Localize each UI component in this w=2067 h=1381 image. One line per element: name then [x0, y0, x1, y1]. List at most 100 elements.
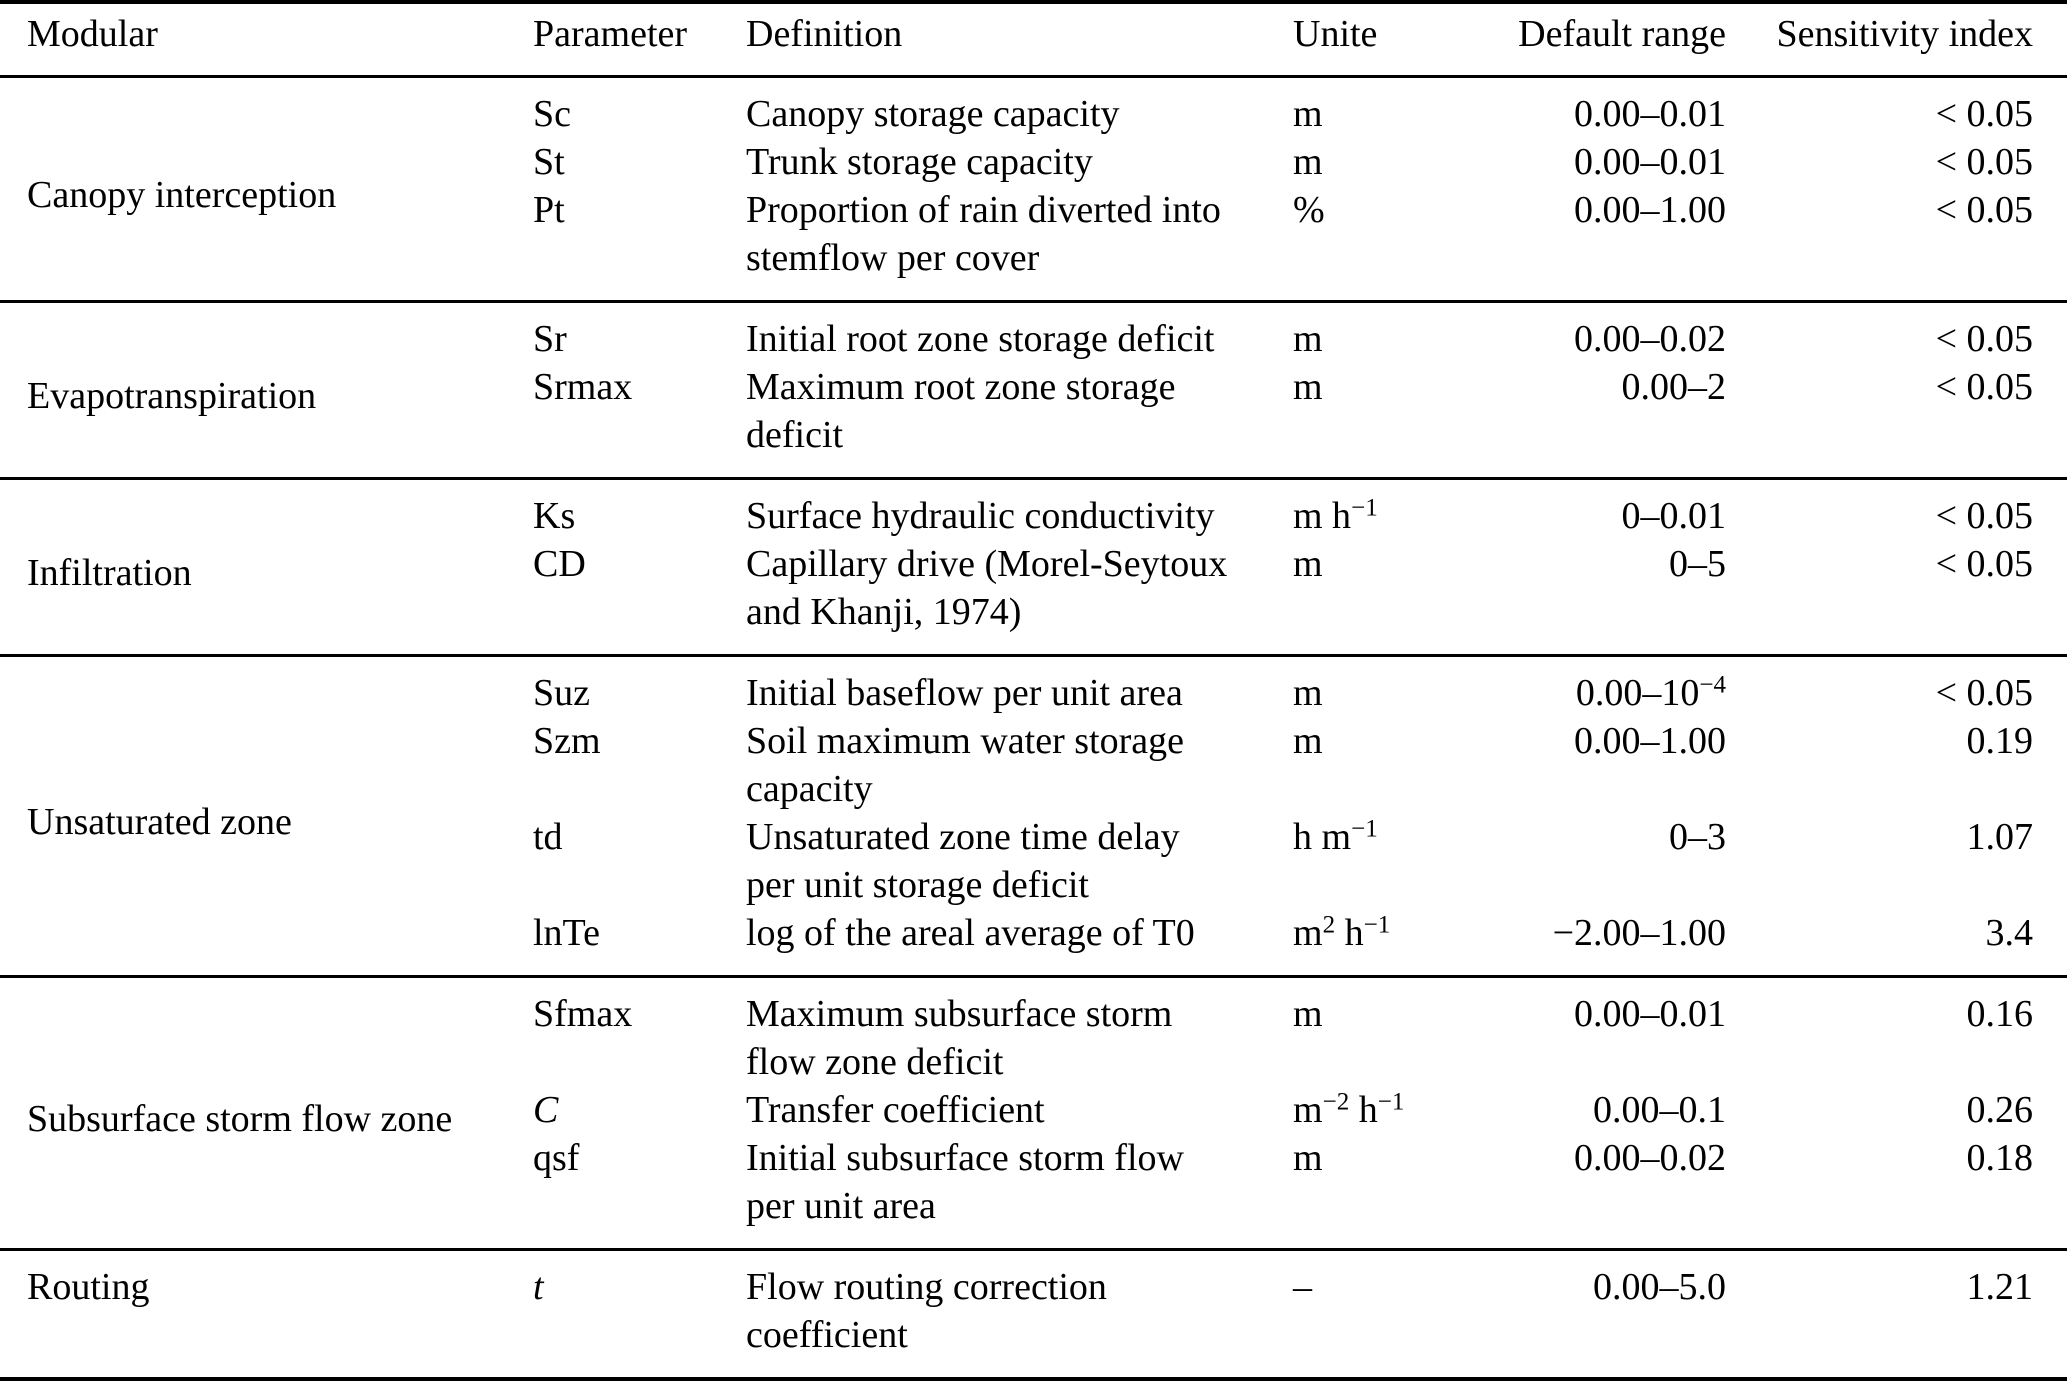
default-range-cell: 0–5 — [1669, 543, 1726, 585]
table-row: Subsurface storm flow zone Sfmax Maximum s… — [0, 977, 2067, 1140]
table-row: td Unsaturated zone time delay per unit s… — [0, 813, 2067, 909]
default-range-cell: 0.00–0.02 — [1574, 1137, 1726, 1179]
table-row: Evapotranspiration Sr Initial root zone st… — [0, 302, 2067, 417]
parameter-cell: Sfmax — [533, 993, 633, 1035]
definition-cell: Proportion of rain diverted into stemflo… — [746, 189, 1221, 279]
sensitivity-index-cell: 1.07 — [1966, 816, 2034, 858]
unite-cell: m — [1293, 141, 1323, 183]
definition-cell: Initial root zone storage deficit — [746, 318, 1215, 360]
parameter-cell: C — [533, 1089, 559, 1131]
parameter-cell: Sc — [533, 93, 571, 135]
parameter-cell: Suz — [533, 672, 590, 714]
definition-cell: Unsaturated zone time delay per unit sto… — [746, 816, 1180, 906]
parameter-cell: Sr — [533, 318, 567, 360]
table-row: Pt Proportion of rain diverted into stemf… — [0, 186, 2067, 302]
unite-cell: m — [1293, 720, 1323, 762]
default-range-cell: 0.00–1.00 — [1574, 720, 1726, 762]
default-range-cell: 0.00–0.01 — [1574, 993, 1726, 1035]
unite-cell: h m−1 — [1293, 815, 1378, 858]
definition-cell: Soil maximum water storage capacity — [746, 720, 1184, 810]
modular-cell: Routing — [27, 1266, 150, 1308]
unite-cell: m — [1293, 543, 1323, 585]
parameter-cell: qsf — [533, 1137, 580, 1179]
header-row: Modular Parameter Definition Unite Defau… — [0, 2, 2067, 77]
parameter-cell: CD — [533, 543, 586, 585]
modular-cell: Infiltration — [27, 552, 192, 594]
table-section: Canopy interception Sc Canopy storage capa… — [0, 76, 2067, 302]
definition-cell: Trunk storage capacity — [746, 141, 1093, 183]
sensitivity-index-cell: < 0.05 — [1935, 93, 2033, 135]
column-header-default-range: Default range — [1518, 13, 1726, 55]
unite-cell: m — [1293, 1137, 1323, 1179]
definition-cell: Transfer coefficient — [746, 1089, 1045, 1131]
sensitivity-index-cell: < 0.05 — [1935, 366, 2033, 408]
parameter-cell: lnTe — [533, 912, 600, 954]
definition-cell: Initial subsurface storm flow per unit a… — [746, 1137, 1184, 1227]
parameter-cell: td — [533, 816, 563, 858]
table-section: Unsaturated zone Suz Initial baseflow per … — [0, 655, 2067, 977]
sensitivity-index-cell: < 0.05 — [1935, 141, 2033, 183]
sensitivity-index-cell: < 0.05 — [1935, 495, 2033, 537]
sensitivity-index-cell: 1.21 — [1966, 1266, 2034, 1308]
sensitivity-index-cell: 0.19 — [1966, 720, 2034, 762]
column-header-modular: Modular — [27, 13, 158, 55]
parameter-cell: Pt — [533, 189, 565, 231]
unite-cell: – — [1293, 1266, 1312, 1308]
column-header-sensitivity-index: Sensitivity index — [1776, 13, 2034, 55]
definition-cell: Maximum root zone storage deficit — [746, 366, 1176, 456]
table-row: CD Capillary drive (Morel-Seytoux and Kha… — [0, 540, 2067, 656]
definition-cell: Canopy storage capacity — [746, 93, 1120, 135]
table-row: Szm Soil maximum water storage capacity m 0… — [0, 717, 2067, 813]
parameter-cell: t — [533, 1266, 544, 1308]
table-row: Infiltration Ks Surface hydraulic conducti… — [0, 479, 2067, 594]
definition-cell: Surface hydraulic conductivity — [746, 495, 1215, 537]
column-header-definition: Definition — [746, 13, 903, 55]
default-range-cell: 0.00–2 — [1621, 366, 1727, 408]
table-row: Srmax Maximum root zone storage deficit m 0… — [0, 363, 2067, 479]
column-header-parameter: Parameter — [533, 13, 688, 55]
parameter-cell: Srmax — [533, 366, 633, 408]
default-range-cell: −2.00–1.00 — [1552, 912, 1726, 954]
parameter-cell: Szm — [533, 720, 601, 762]
unite-cell: m−2 h−1 — [1293, 1088, 1405, 1131]
table-section: Infiltration Ks Surface hydraulic conducti… — [0, 478, 2067, 656]
modular-cell: Evapotranspiration — [27, 375, 317, 417]
unite-cell: % — [1293, 189, 1325, 231]
parameter-cell: Ks — [533, 495, 576, 537]
table-section: Evapotranspiration Sr Initial root zone st… — [0, 301, 2067, 479]
definition-cell: Maximum subsurface storm flow zone defic… — [746, 993, 1173, 1083]
table-row: Canopy interception Sc Canopy storage capa… — [0, 77, 2067, 216]
table-header: Modular Parameter Definition Unite Defau… — [0, 2, 2067, 77]
sensitivity-index-cell: < 0.05 — [1935, 318, 2033, 360]
unite-cell: m — [1293, 93, 1323, 135]
default-range-cell: 0.00–0.1 — [1593, 1089, 1726, 1131]
default-range-cell: 0.00–0.02 — [1574, 318, 1726, 360]
default-range-cell: 0–0.01 — [1621, 495, 1727, 537]
parameter-cell: St — [533, 141, 565, 183]
table-row: St Trunk storage capacity m 0.00–0.01 < 0.05 — [0, 138, 2067, 186]
unite-cell: m — [1293, 672, 1323, 714]
definition-cell: Capillary drive (Morel-Seytoux and Khanj… — [746, 543, 1228, 633]
unite-cell: m — [1293, 318, 1323, 360]
modular-cell: Subsurface storm flow zone — [27, 1098, 453, 1140]
unite-cell: m — [1293, 993, 1323, 1035]
table-row: Routing t Flow routing correction coeffici… — [0, 1250, 2067, 1380]
sensitivity-index-cell: 0.18 — [1966, 1137, 2034, 1179]
default-range-cell: 0.00–1.00 — [1574, 189, 1726, 231]
default-range-cell: 0.00–0.01 — [1574, 141, 1726, 183]
column-header-unite: Unite — [1293, 13, 1378, 55]
modular-cell: Unsaturated zone — [27, 801, 292, 843]
table-section: Routing t Flow routing correction coeffici… — [0, 1249, 2067, 1380]
sensitivity-index-cell: < 0.05 — [1935, 672, 2033, 714]
table-section: Subsurface storm flow zone Sfmax Maximum s… — [0, 976, 2067, 1250]
sensitivity-index-cell: 0.26 — [1966, 1089, 2034, 1131]
sensitivity-index-cell: < 0.05 — [1935, 543, 2033, 585]
sensitivity-index-cell: 3.4 — [1985, 912, 2034, 954]
unite-cell: m — [1293, 366, 1323, 408]
sensitivity-index-cell: 0.16 — [1966, 993, 2034, 1035]
default-range-cell: 0–3 — [1669, 816, 1726, 858]
default-range-cell: 0.00–5.0 — [1593, 1266, 1726, 1308]
unite-cell: m2 h−1 — [1293, 911, 1391, 954]
table-row: C Transfer coefficient m−2 h−1 0.00–0.1 0.26 — [0, 1086, 2067, 1134]
